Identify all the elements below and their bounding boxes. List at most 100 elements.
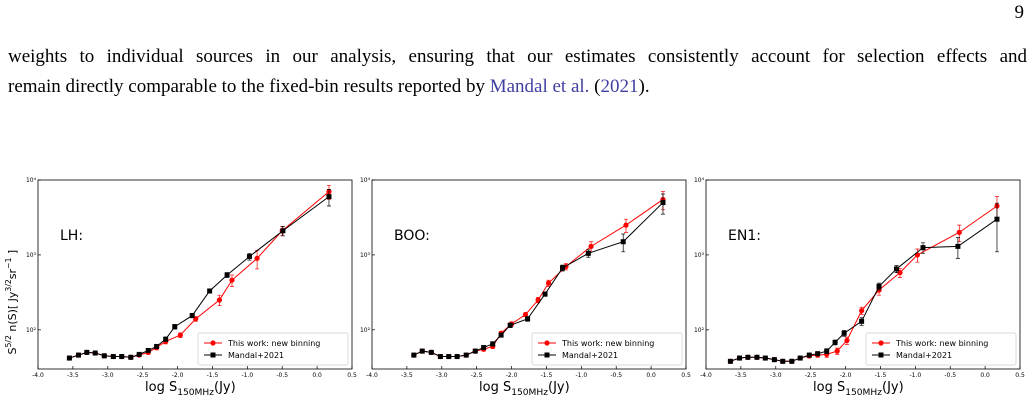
panel-label: BOO: (394, 228, 430, 244)
marker (92, 350, 98, 356)
label-part: sr (6, 268, 19, 279)
marker (490, 341, 496, 347)
marker (481, 345, 487, 351)
marker (525, 316, 531, 322)
legend-marker (878, 352, 884, 358)
y-tick-label: 10³ (694, 252, 705, 259)
marker (463, 352, 469, 358)
marker (815, 351, 821, 357)
x-tick-label: -2.5 (471, 372, 483, 379)
page-number: 9 (1014, 2, 1025, 23)
x-tick-label: -3.5 (401, 372, 413, 379)
x-tick-label: 0.0 (312, 372, 322, 379)
legend-box (865, 332, 1017, 366)
legend-marker (544, 340, 550, 346)
marker (994, 216, 1000, 222)
x-tick-label: -1.5 (541, 372, 553, 379)
marker (727, 358, 733, 364)
marker (522, 311, 529, 318)
marker (498, 332, 504, 338)
x-tick-label: -2.0 (506, 372, 518, 379)
marker (920, 245, 926, 251)
y-tick-label: 10⁴ (360, 177, 371, 184)
marker (660, 200, 666, 206)
marker (834, 348, 840, 354)
x-tick-label: -0.5 (610, 372, 622, 379)
plot-frame (705, 179, 1021, 370)
marker (588, 243, 594, 249)
marker (859, 308, 865, 314)
marker (771, 357, 777, 363)
y-tick-label: 10² (360, 327, 371, 334)
marker (454, 354, 460, 360)
paragraph-line: remain directly comparable to the fixed-… (8, 76, 1027, 98)
x-tick-label: -1.5 (207, 372, 219, 379)
axis-label: log S150MHz(Jy) (479, 380, 570, 398)
label-part: 150MHz (177, 388, 214, 398)
plot-frame (371, 179, 687, 370)
citation[interactable]: 2021 (600, 76, 639, 97)
legend-label: This work: new binning (561, 339, 654, 348)
marker (207, 288, 213, 294)
x-tick-label: -2.5 (805, 372, 817, 379)
marker (428, 349, 434, 355)
y-tick-label: 10³ (26, 252, 37, 259)
marker (545, 280, 552, 286)
x-tick-label: -2.5 (137, 372, 149, 379)
label-part: 150MHz (845, 388, 882, 398)
marker (797, 355, 803, 361)
text: ( (589, 76, 601, 97)
text: remain directly comparable to the fixed-… (8, 76, 490, 97)
x-tick-label: -3.5 (67, 372, 79, 379)
marker (472, 348, 478, 354)
marker (280, 228, 286, 234)
legend-box (531, 332, 683, 366)
marker (229, 277, 235, 283)
marker (832, 339, 838, 345)
label-part: 150MHz (511, 388, 548, 398)
label-part: log S (813, 380, 845, 395)
label-part: S (6, 348, 19, 355)
marker (172, 324, 178, 330)
citation[interactable]: Mandal et al. (489, 76, 590, 97)
label-part: 3/2 (4, 279, 13, 291)
x-tick-label: -3.0 (102, 372, 114, 379)
x-tick-label: -4.0 (32, 372, 44, 379)
marker (419, 348, 425, 354)
marker (841, 330, 847, 336)
label-part: log S (479, 380, 511, 395)
axis-label: log S150MHz(Jy) (145, 380, 236, 398)
x-tick-label: -2.0 (840, 372, 852, 379)
legend-marker (544, 352, 550, 358)
marker (411, 352, 417, 358)
x-tick-label: 0.5 (347, 372, 357, 379)
marker (145, 347, 151, 353)
marker (75, 352, 81, 358)
marker (762, 355, 768, 361)
y-tick-label: 10² (694, 327, 705, 334)
error-bar (994, 202, 999, 253)
legend-marker (878, 340, 884, 346)
marker (620, 239, 626, 245)
legend-label: Mandal+2021 (228, 351, 284, 360)
panel-label: LH: (60, 228, 83, 244)
marker (806, 352, 812, 358)
marker (189, 313, 195, 319)
marker (955, 243, 961, 249)
legend-label: This work: new binning (895, 339, 988, 348)
x-tick-label: -4.0 (366, 372, 378, 379)
axis-label: log S150MHz(Jy) (813, 380, 904, 398)
legend-label: Mandal+2021 (896, 351, 952, 360)
marker (780, 358, 786, 364)
marker (128, 354, 134, 360)
marker (437, 354, 443, 360)
marker (216, 297, 223, 303)
marker (136, 351, 142, 357)
y-tick-label: 10³ (360, 252, 371, 259)
x-tick-label: -3.5 (735, 372, 747, 379)
label-part: (Jy) (214, 380, 236, 395)
marker (824, 348, 830, 354)
legend-marker (210, 340, 216, 346)
